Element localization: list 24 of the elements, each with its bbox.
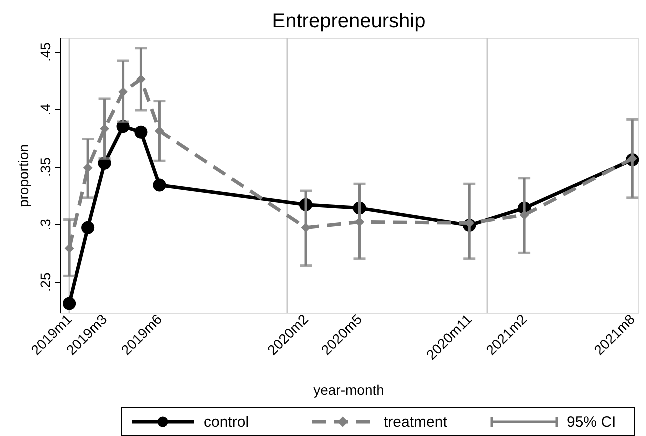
point: [301, 223, 311, 233]
point: [82, 221, 95, 234]
y-tick-label: .3: [38, 218, 54, 231]
point: [154, 126, 164, 136]
point: [153, 178, 166, 192]
legend-label: treatment: [384, 414, 448, 431]
chart-title: Entrepreneurship: [272, 10, 426, 32]
legend-label: control: [204, 414, 250, 431]
y-tick-label: .35: [38, 157, 54, 178]
point: [355, 217, 364, 227]
point: [520, 210, 530, 220]
point: [136, 74, 146, 84]
point: [83, 163, 93, 173]
y-tick-label: .4: [38, 104, 54, 116]
y-tick-label: .25: [38, 272, 54, 292]
point: [100, 124, 110, 134]
text: 95% CI: [567, 414, 616, 431]
point: [118, 87, 128, 97]
point: [64, 244, 74, 254]
x-axis-title: year-month: [314, 382, 384, 398]
point: [63, 297, 76, 310]
y-tick-label: .45: [38, 42, 54, 62]
y-axis-title: proportion: [16, 144, 32, 208]
point: [134, 126, 148, 139]
